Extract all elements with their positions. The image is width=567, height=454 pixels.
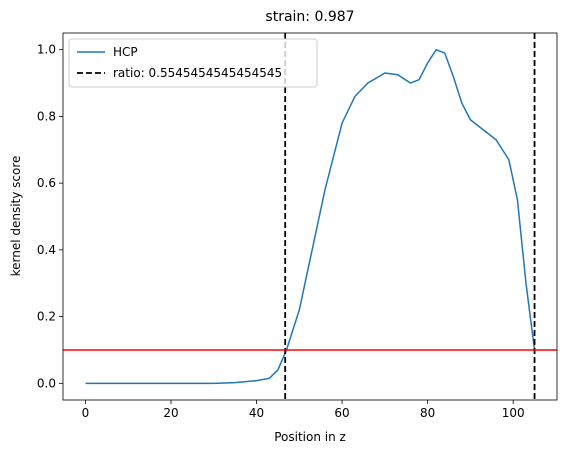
y-tick-label: 0.0 [37, 376, 56, 390]
plot-frame [62, 32, 558, 401]
y-axis-label: kernel density score [9, 156, 23, 277]
legend-label: HCP [113, 45, 138, 59]
x-axis-label: Position in z [274, 430, 346, 444]
x-tick-label: 60 [334, 406, 349, 420]
legend-box [68, 38, 318, 88]
chart-title: strain: 0.987 [265, 9, 354, 25]
x-tick-label: 0 [82, 406, 90, 420]
legend-label: ratio: 0.5545454545454545 [113, 66, 282, 80]
y-tick-label: 0.6 [37, 176, 56, 190]
x-tick-label: 80 [420, 406, 435, 420]
y-tick-label: 1.0 [37, 43, 56, 57]
x-tick-label: 20 [163, 406, 178, 420]
y-tick-label: 0.8 [37, 109, 56, 123]
x-tick-label: 100 [502, 406, 525, 420]
y-tick-label: 0.2 [37, 310, 56, 324]
y-tick-label: 0.4 [37, 243, 56, 257]
x-tick-label: 40 [249, 406, 264, 420]
data-line [85, 48, 536, 385]
